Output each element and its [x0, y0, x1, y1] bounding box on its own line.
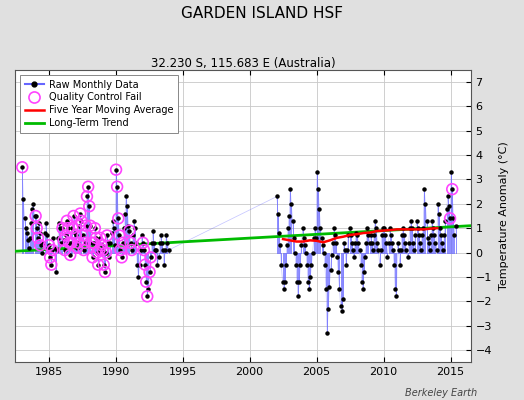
- Point: [36, 242, 44, 248]
- Point: [89, 254, 97, 260]
- Point: [112, 166, 120, 173]
- Point: [99, 247, 107, 253]
- Point: [115, 232, 124, 239]
- Point: [127, 247, 136, 253]
- Point: [85, 203, 93, 210]
- Point: [80, 247, 88, 253]
- Point: [142, 278, 150, 285]
- Point: [114, 215, 123, 222]
- Point: [74, 240, 82, 246]
- Point: [61, 247, 69, 253]
- Text: Berkeley Earth: Berkeley Earth: [405, 388, 477, 398]
- Point: [45, 242, 53, 248]
- Point: [58, 225, 67, 231]
- Point: [82, 222, 90, 229]
- Text: GARDEN ISLAND HSF: GARDEN ISLAND HSF: [181, 6, 343, 21]
- Point: [117, 254, 126, 260]
- Point: [64, 225, 72, 231]
- Point: [146, 254, 155, 260]
- Point: [126, 240, 135, 246]
- Point: [90, 240, 98, 246]
- Point: [97, 242, 106, 248]
- Point: [91, 225, 99, 231]
- Point: [76, 210, 84, 217]
- Point: [72, 232, 80, 239]
- Point: [48, 247, 57, 253]
- Point: [67, 240, 75, 246]
- Point: [102, 249, 110, 256]
- Point: [88, 240, 96, 246]
- Point: [69, 213, 78, 219]
- Point: [101, 269, 109, 275]
- Point: [96, 235, 105, 241]
- Point: [103, 232, 111, 239]
- Legend: Raw Monthly Data, Quality Control Fail, Five Year Moving Average, Long-Term Tren: Raw Monthly Data, Quality Control Fail, …: [20, 75, 178, 133]
- Point: [79, 232, 87, 239]
- Point: [92, 235, 100, 241]
- Point: [77, 218, 85, 224]
- Point: [143, 293, 151, 300]
- Point: [75, 222, 83, 229]
- Point: [94, 262, 102, 268]
- Point: [145, 269, 154, 275]
- Point: [59, 237, 68, 244]
- Point: [125, 227, 134, 234]
- Point: [446, 215, 454, 222]
- Y-axis label: Temperature Anomaly (°C): Temperature Anomaly (°C): [499, 142, 509, 290]
- Point: [62, 232, 70, 239]
- Point: [448, 186, 456, 192]
- Point: [65, 240, 73, 246]
- Point: [140, 247, 148, 253]
- Point: [73, 244, 81, 251]
- Point: [93, 249, 101, 256]
- Point: [68, 225, 77, 231]
- Point: [113, 184, 122, 190]
- Point: [63, 218, 71, 224]
- Point: [81, 240, 89, 246]
- Point: [66, 252, 74, 258]
- Point: [31, 213, 40, 219]
- Point: [100, 262, 108, 268]
- Point: [34, 235, 42, 241]
- Point: [116, 247, 125, 253]
- Point: [83, 193, 91, 200]
- Point: [47, 262, 56, 268]
- Point: [46, 254, 54, 260]
- Point: [139, 240, 147, 246]
- Point: [18, 164, 26, 170]
- Point: [86, 222, 94, 229]
- Point: [32, 225, 41, 231]
- Point: [95, 247, 104, 253]
- Point: [118, 240, 127, 246]
- Point: [141, 262, 149, 268]
- Point: [84, 184, 92, 190]
- Title: 32.230 S, 115.683 E (Australia): 32.230 S, 115.683 E (Australia): [150, 57, 335, 70]
